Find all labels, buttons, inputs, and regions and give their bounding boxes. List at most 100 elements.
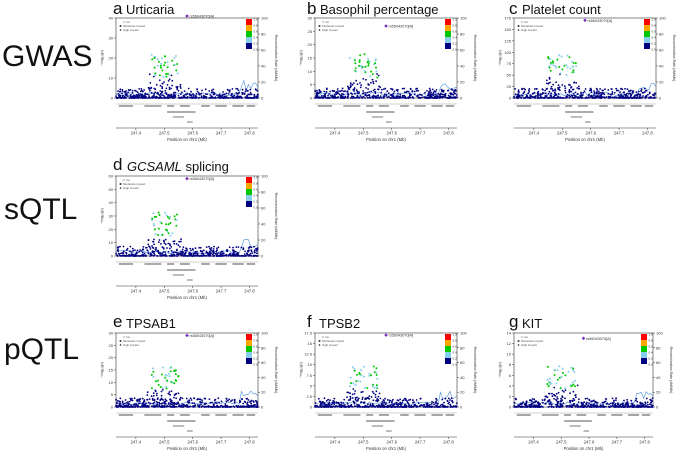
snp-point	[164, 398, 167, 401]
snp-point	[557, 86, 559, 89]
snp-point	[140, 250, 143, 252]
snp-point	[158, 96, 161, 99]
snp-point	[193, 397, 195, 400]
snp-point	[169, 400, 172, 403]
snp-point	[408, 399, 410, 401]
snp-point	[365, 78, 367, 81]
snp-point-ld	[368, 372, 371, 375]
snp-point	[360, 84, 363, 87]
snp-point-ld	[165, 223, 168, 226]
snp-point	[425, 402, 428, 405]
snp-point	[569, 392, 571, 395]
snp-point	[173, 254, 176, 257]
colorbar-tick: 0.2	[254, 357, 259, 361]
snp-point	[204, 403, 206, 406]
snp-point	[536, 406, 539, 408]
snp-point	[353, 401, 356, 404]
snp-point	[647, 97, 650, 99]
snp-point	[151, 405, 154, 408]
snp-point-ld	[566, 54, 569, 57]
snp-point	[568, 97, 571, 99]
snp-point	[253, 245, 255, 248]
snp-point-ld	[573, 371, 576, 374]
snp-point	[189, 252, 192, 255]
right-tick-label: 40	[261, 222, 266, 227]
snp-point	[245, 96, 248, 99]
x-tick-label: 247.4	[131, 289, 142, 294]
snp-point	[129, 97, 132, 99]
snp-point	[351, 93, 354, 96]
snp-point	[126, 254, 129, 257]
snp-point-ld	[555, 66, 558, 69]
snp-point	[403, 97, 406, 99]
snp-point	[167, 405, 170, 408]
snp-point-ld	[554, 65, 557, 68]
snp-point	[558, 86, 561, 89]
snp-point	[127, 401, 129, 403]
snp-point	[215, 405, 218, 408]
snp-point	[583, 401, 586, 403]
snp-point-ld	[161, 387, 164, 390]
snp-point	[542, 401, 544, 404]
snp-point	[636, 400, 639, 403]
snp-point	[179, 87, 182, 89]
legend-moderate: Moderate impact	[123, 182, 146, 186]
snp-point-ld	[157, 383, 160, 386]
snp-point	[172, 406, 174, 408]
y-tick-label: 100	[504, 50, 511, 55]
snp-point	[255, 247, 257, 250]
snp-point	[650, 401, 652, 404]
snp-point-ld	[558, 54, 561, 57]
snp-point	[217, 252, 220, 254]
snp-point	[158, 405, 161, 408]
snp-point	[371, 403, 374, 405]
snp-point	[628, 97, 631, 99]
snp-point	[650, 399, 653, 402]
snp-point	[160, 243, 162, 245]
snp-point	[152, 95, 154, 97]
snp-point	[513, 406, 516, 408]
snp-point	[134, 254, 137, 257]
lead-snp-marker	[384, 333, 388, 337]
snp-point-ld	[549, 380, 552, 383]
snp-point	[212, 251, 215, 254]
y-tick-label: 10	[109, 240, 114, 245]
snp-point	[577, 401, 580, 403]
snp-point	[169, 244, 172, 247]
snp-point	[144, 92, 147, 95]
snp-point	[554, 89, 557, 92]
snp-point	[333, 403, 336, 406]
snp-point	[137, 93, 140, 95]
snp-point	[205, 254, 208, 257]
snp-point	[380, 96, 383, 99]
snp-point-ld	[360, 374, 363, 377]
colorbar-segment	[246, 31, 252, 37]
snp-point	[356, 92, 359, 94]
row-label-gwas: GWAS	[2, 40, 93, 73]
snp-point	[371, 78, 374, 81]
y-tick-label: 0	[509, 405, 512, 410]
snp-point	[350, 85, 352, 88]
snp-point	[528, 89, 530, 92]
panel-title-c: Platelet count	[522, 2, 601, 17]
snp-point	[372, 82, 375, 85]
snp-point	[179, 93, 182, 95]
y-tick-label: 10	[308, 362, 313, 367]
snp-point	[375, 399, 377, 402]
snp-point	[628, 92, 631, 95]
snp-point-ld	[556, 378, 559, 381]
snp-point	[371, 390, 374, 393]
snp-point	[373, 405, 375, 408]
snp-point	[533, 404, 535, 406]
snp-point	[203, 94, 205, 97]
snp-points	[513, 54, 657, 99]
snp-point	[555, 398, 557, 401]
lead-snp-marker	[581, 336, 586, 341]
snp-point	[225, 397, 228, 400]
snp-point	[547, 92, 550, 95]
snp-point	[167, 80, 170, 82]
snp-point-ld	[162, 75, 165, 78]
snp-point	[191, 402, 194, 404]
snp-point-ld	[556, 369, 559, 372]
snp-point	[443, 406, 445, 408]
